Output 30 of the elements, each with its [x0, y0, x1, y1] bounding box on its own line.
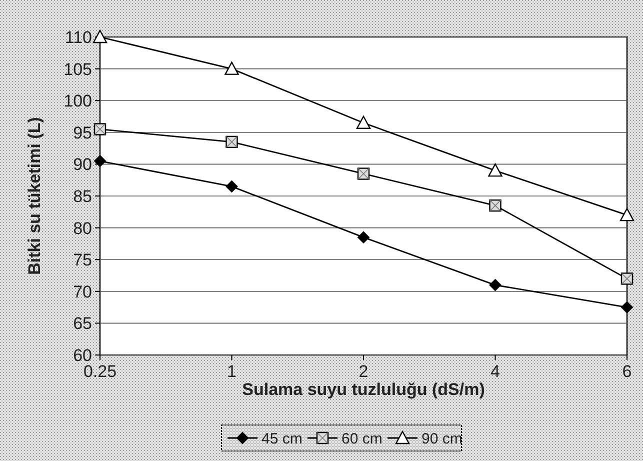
y-tick-label: 85	[73, 186, 92, 206]
point	[620, 208, 634, 222]
y-tick-label: 110	[64, 28, 92, 47]
y-tick-label: 75	[73, 250, 92, 270]
point	[488, 163, 502, 177]
y-tick-label: 70	[73, 282, 92, 302]
y-tick-label: 60	[73, 346, 92, 365]
legend-label: 60 cm	[342, 430, 382, 448]
x-tick-label: 4	[490, 362, 500, 381]
x-tick-label: 6	[622, 362, 632, 381]
y-tick-label: 65	[73, 314, 92, 334]
x-tick-label: 0.25	[83, 362, 117, 381]
y-tick-label: 105	[64, 60, 92, 79]
point	[224, 62, 239, 75]
point	[621, 301, 633, 314]
point	[226, 180, 238, 192]
point	[489, 279, 502, 292]
legend-label: 90 cm	[422, 430, 462, 448]
x-tick-label: 1	[227, 362, 236, 381]
x-axis-title: Sulama suyu tuzluluğu (dS/m)	[242, 380, 485, 399]
y-tick-label: 100	[64, 92, 92, 111]
y-tick-label: 80	[73, 218, 92, 238]
x-tick-label: 2	[358, 362, 368, 381]
point	[358, 231, 370, 244]
y-tick-label: 90	[73, 155, 92, 174]
y-axis-title: Bitki su tüketimi (L)	[25, 117, 44, 275]
y-tick-label: 95	[73, 123, 92, 142]
point	[356, 116, 371, 129]
legend-label: 45 cm	[262, 430, 302, 448]
point	[94, 155, 106, 168]
